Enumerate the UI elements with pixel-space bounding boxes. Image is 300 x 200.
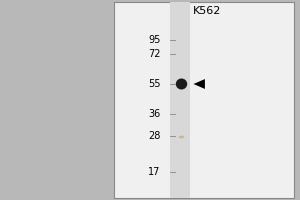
Text: 36: 36 [148,109,160,119]
Text: 72: 72 [148,49,161,59]
Text: K562: K562 [193,6,221,16]
Polygon shape [194,79,205,89]
Bar [170,2,190,198]
Bar [114,2,294,198]
Ellipse shape [176,78,187,90]
Text: 17: 17 [148,167,160,177]
Text: 55: 55 [148,79,161,89]
Text: 95: 95 [148,35,160,45]
Text: 28: 28 [148,131,160,141]
Ellipse shape [179,136,184,138]
